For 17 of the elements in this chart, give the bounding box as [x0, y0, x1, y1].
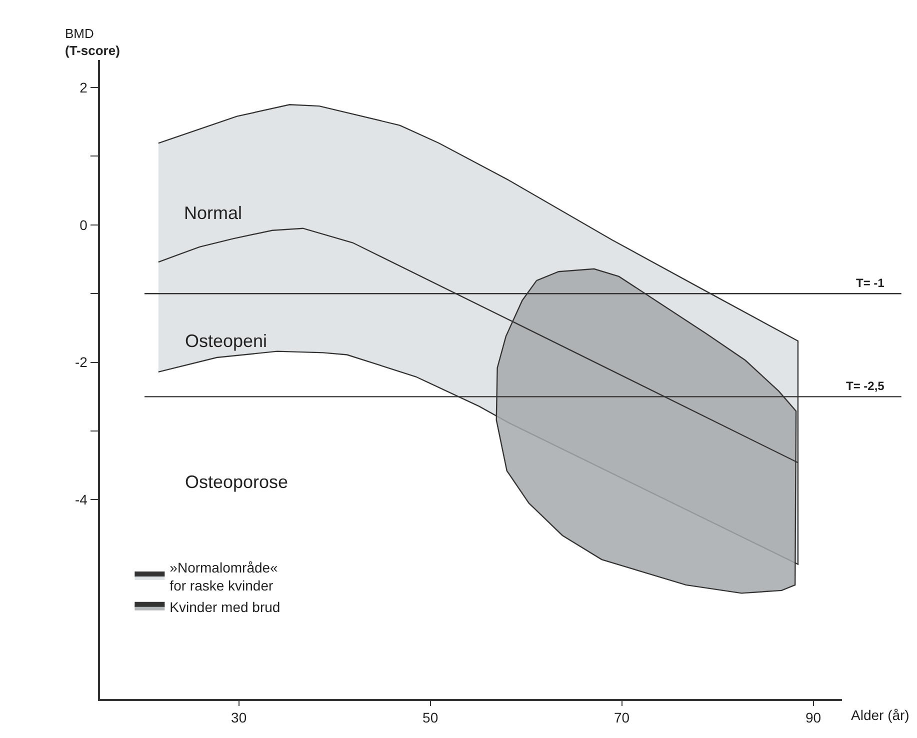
- x-tick-label: 50: [422, 710, 438, 726]
- ref-line-label: T= -1: [856, 276, 885, 290]
- y-tick-label: 0: [80, 216, 88, 233]
- y-axis-title: BMD (T-score): [65, 26, 120, 58]
- ref-line-label: T= -2,5: [846, 379, 885, 393]
- legend-label: Kvinder med brud: [170, 598, 280, 615]
- x-tick-label: 90: [805, 710, 822, 726]
- x-axis-title: Alder (år): [851, 707, 910, 723]
- x-tick-label: 30: [231, 710, 247, 726]
- y-tick-label: -4: [74, 492, 88, 508]
- annotation: Normal: [184, 203, 242, 223]
- annotation: Osteopeni: [185, 331, 268, 351]
- x-tick-label: 70: [614, 710, 630, 726]
- annotation: Osteoporose: [185, 472, 288, 492]
- y-tick-label: 2: [80, 79, 88, 96]
- legend-label: »Normalområde« for raske kvinder: [170, 559, 278, 594]
- y-tick-label: -2: [74, 354, 88, 370]
